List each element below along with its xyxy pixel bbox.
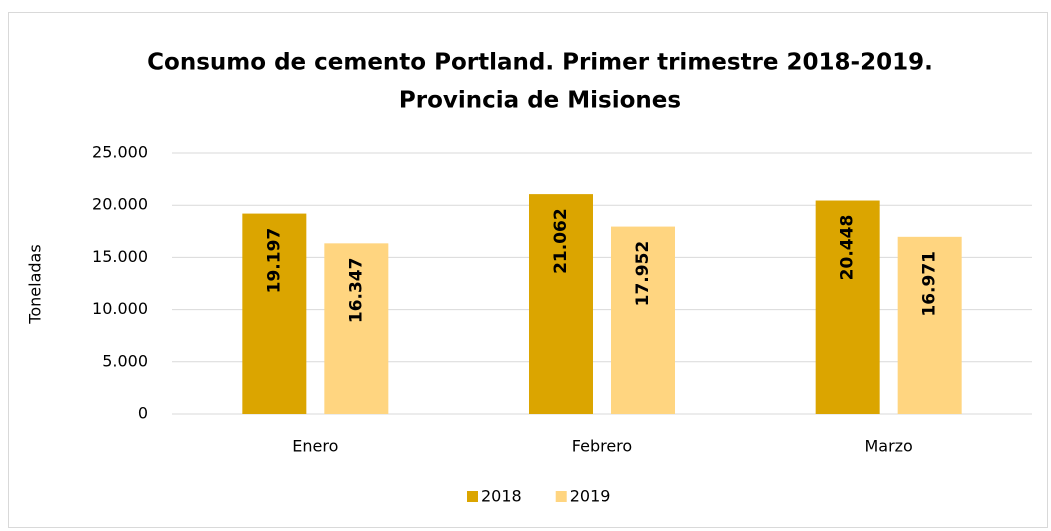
bar [611,226,675,414]
bar [242,213,307,414]
x-tick-label: Marzo [864,437,912,456]
data-label: 16.347 [346,258,366,324]
x-tick-label: Enero [292,437,338,456]
legend-label: 2018 [481,487,522,506]
data-label: 21.062 [551,208,571,274]
data-label: 17.952 [633,241,653,307]
bar [324,243,389,414]
y-tick-label: 15.000 [92,247,148,266]
bar [815,200,880,414]
bar [897,236,962,414]
y-tick-label: 10.000 [92,299,148,318]
y-axis-label: Toneladas [26,244,45,324]
data-label: 19.197 [264,228,284,294]
legend-swatch [467,491,478,502]
x-tick-label: Febrero [572,437,632,456]
legend-swatch [555,491,567,502]
data-label: 20.448 [838,215,858,281]
y-tick-label: 0 [138,404,148,423]
legend-label: 2019 [570,487,611,506]
bar [529,194,593,414]
y-tick-label: 25.000 [92,143,148,162]
chart-title: Consumo de cemento Portland. Primer trim… [147,50,933,76]
y-tick-label: 20.000 [92,195,148,214]
data-label: 16.971 [920,251,940,317]
y-tick-label: 5.000 [102,351,148,370]
chart-title: Provincia de Misiones [399,88,681,114]
